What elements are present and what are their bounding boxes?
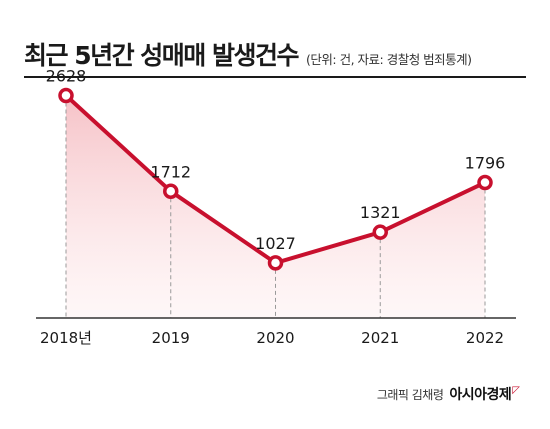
publisher-logo: 아시아경제: [449, 387, 512, 403]
brand-mark-icon: ◸: [512, 385, 520, 396]
x-tick-label-3: 2021: [361, 329, 399, 347]
title-divider: [24, 76, 526, 78]
data-point-2: [267, 255, 284, 271]
data-point-1: [163, 183, 179, 200]
x-tick-label-4: 2022: [466, 329, 504, 347]
x-tick-label-0: 2018년: [40, 329, 92, 347]
data-label-4: 1796: [465, 154, 506, 173]
chart-title: 최근 5년간 성매매 발생건수: [24, 41, 300, 70]
title-row: 최근 5년간 성매매 발생건수 (단위: 건, 자료: 경찰청 범죄통계): [24, 36, 472, 72]
data-label-1: 1712: [150, 162, 191, 181]
x-tick-label-2: 2020: [256, 329, 294, 347]
data-label-3: 1321: [360, 203, 401, 222]
data-point-0: [58, 87, 74, 104]
graphic-credit: 그래픽 김채령: [376, 388, 444, 402]
credit: 그래픽 김채령 아시아경제 ◸: [377, 384, 520, 404]
chart-subtitle: (단위: 건, 자료: 경찰청 범죄통계): [306, 52, 472, 67]
data-label-0: 2628: [46, 67, 87, 86]
data-label-2: 1027: [255, 234, 296, 253]
x-tick-label-1: 2019: [152, 329, 190, 347]
data-point-4: [477, 174, 493, 191]
data-point-3: [372, 224, 388, 240]
